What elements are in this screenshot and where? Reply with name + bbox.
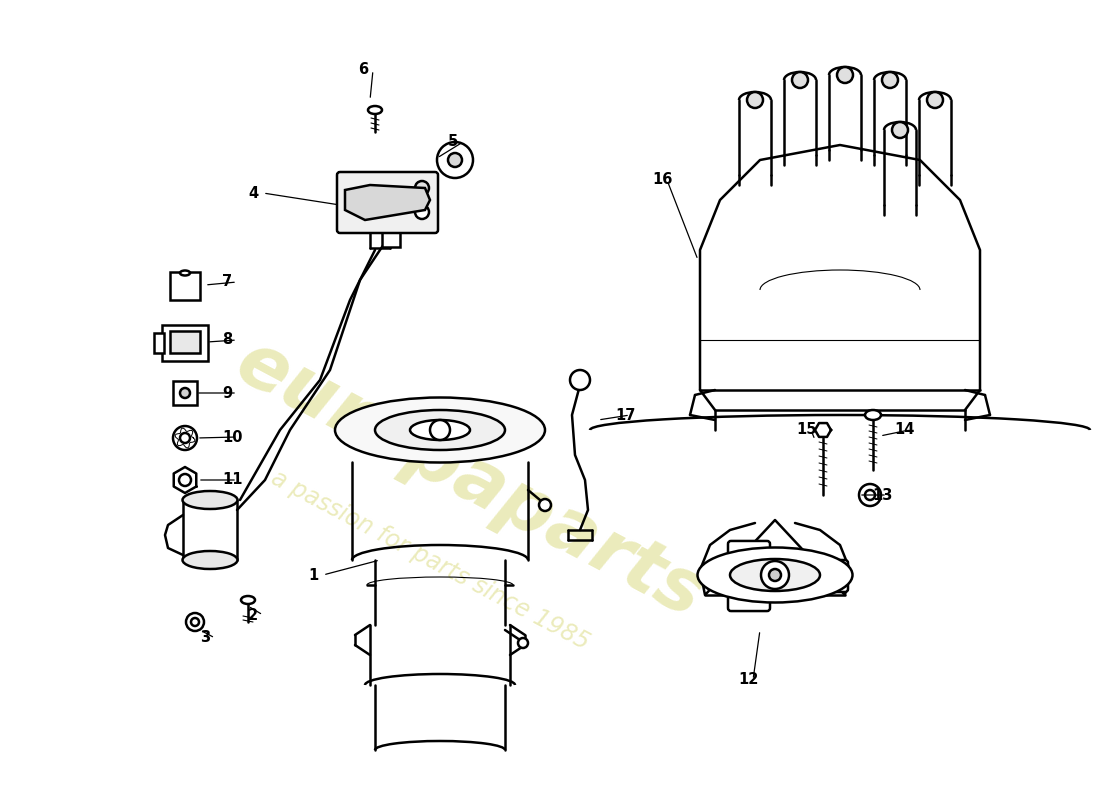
FancyBboxPatch shape xyxy=(154,333,164,353)
Circle shape xyxy=(415,181,429,195)
Text: 11: 11 xyxy=(222,473,242,487)
Text: 10: 10 xyxy=(222,430,242,445)
Circle shape xyxy=(356,191,374,209)
Text: 12: 12 xyxy=(738,673,758,687)
FancyBboxPatch shape xyxy=(728,579,770,611)
Text: 1: 1 xyxy=(308,567,318,582)
Circle shape xyxy=(179,474,191,486)
FancyBboxPatch shape xyxy=(382,225,400,247)
Text: 8: 8 xyxy=(222,333,232,347)
Text: 16: 16 xyxy=(652,173,672,187)
Text: 13: 13 xyxy=(872,487,892,502)
Text: 2: 2 xyxy=(248,607,258,622)
Ellipse shape xyxy=(410,420,470,440)
Text: 3: 3 xyxy=(200,630,210,646)
Circle shape xyxy=(792,72,808,88)
Ellipse shape xyxy=(730,559,820,591)
Circle shape xyxy=(882,72,898,88)
Ellipse shape xyxy=(183,551,238,569)
FancyBboxPatch shape xyxy=(337,172,438,233)
Ellipse shape xyxy=(865,410,881,420)
FancyBboxPatch shape xyxy=(806,560,848,592)
Circle shape xyxy=(448,153,462,167)
Text: 4: 4 xyxy=(248,186,258,201)
Circle shape xyxy=(570,370,590,390)
Ellipse shape xyxy=(368,106,382,114)
Polygon shape xyxy=(345,185,430,220)
Circle shape xyxy=(769,569,781,581)
Text: 9: 9 xyxy=(222,386,232,401)
Circle shape xyxy=(191,618,199,626)
Text: 6: 6 xyxy=(358,62,368,78)
FancyBboxPatch shape xyxy=(170,272,200,300)
Ellipse shape xyxy=(180,270,190,275)
Circle shape xyxy=(180,433,190,443)
Circle shape xyxy=(927,92,943,108)
Circle shape xyxy=(415,205,429,219)
Circle shape xyxy=(747,92,763,108)
FancyBboxPatch shape xyxy=(162,325,208,361)
Text: 5: 5 xyxy=(448,134,459,150)
Circle shape xyxy=(539,499,551,511)
Circle shape xyxy=(859,484,881,506)
Circle shape xyxy=(837,67,852,83)
FancyBboxPatch shape xyxy=(170,331,200,353)
FancyBboxPatch shape xyxy=(728,541,770,573)
Circle shape xyxy=(186,613,204,631)
Circle shape xyxy=(180,388,190,398)
Ellipse shape xyxy=(183,491,238,509)
Circle shape xyxy=(892,122,907,138)
Text: europaparts: europaparts xyxy=(223,326,716,634)
Circle shape xyxy=(865,490,874,500)
Ellipse shape xyxy=(697,547,852,602)
Text: a passion for parts since 1985: a passion for parts since 1985 xyxy=(267,466,593,654)
Circle shape xyxy=(173,426,197,450)
Ellipse shape xyxy=(375,410,505,450)
FancyBboxPatch shape xyxy=(173,381,197,405)
Text: 14: 14 xyxy=(894,422,914,438)
Ellipse shape xyxy=(241,596,255,604)
Circle shape xyxy=(437,142,473,178)
Circle shape xyxy=(518,638,528,648)
Circle shape xyxy=(761,561,789,589)
Text: 17: 17 xyxy=(615,407,636,422)
Text: 7: 7 xyxy=(222,274,232,290)
Circle shape xyxy=(430,420,450,440)
Ellipse shape xyxy=(336,398,544,462)
Text: 15: 15 xyxy=(796,422,816,438)
